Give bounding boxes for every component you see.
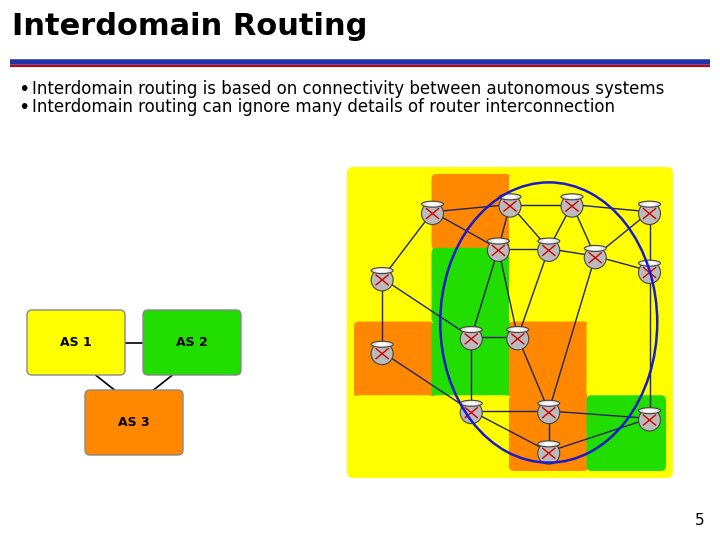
Text: •: • [18, 98, 30, 117]
Ellipse shape [507, 327, 528, 333]
Text: Interdomain routing can ignore many details of router interconnection: Interdomain routing can ignore many deta… [32, 98, 615, 116]
Ellipse shape [464, 402, 478, 405]
Circle shape [561, 195, 583, 217]
FancyBboxPatch shape [354, 248, 433, 323]
FancyBboxPatch shape [347, 167, 673, 478]
Circle shape [487, 239, 509, 261]
Circle shape [507, 328, 528, 350]
Text: 5: 5 [696, 513, 705, 528]
Ellipse shape [542, 239, 555, 242]
FancyBboxPatch shape [509, 174, 588, 249]
FancyBboxPatch shape [509, 321, 588, 397]
Ellipse shape [499, 194, 521, 200]
Ellipse shape [639, 260, 660, 266]
Ellipse shape [460, 327, 482, 333]
Ellipse shape [464, 328, 478, 331]
FancyBboxPatch shape [354, 174, 433, 249]
Ellipse shape [376, 269, 389, 272]
FancyBboxPatch shape [143, 310, 241, 375]
Ellipse shape [565, 195, 579, 199]
Circle shape [538, 239, 559, 261]
Ellipse shape [639, 201, 660, 207]
FancyBboxPatch shape [27, 310, 125, 375]
Ellipse shape [371, 267, 393, 274]
Ellipse shape [538, 400, 559, 406]
Circle shape [421, 202, 444, 225]
Ellipse shape [643, 409, 656, 413]
Ellipse shape [643, 202, 656, 206]
Ellipse shape [589, 247, 602, 250]
Ellipse shape [561, 194, 583, 200]
Ellipse shape [376, 343, 389, 346]
Ellipse shape [511, 328, 524, 331]
Circle shape [584, 247, 606, 269]
Circle shape [639, 409, 660, 431]
FancyBboxPatch shape [587, 174, 666, 249]
FancyBboxPatch shape [354, 395, 433, 471]
Circle shape [371, 343, 393, 364]
FancyBboxPatch shape [431, 248, 511, 323]
FancyBboxPatch shape [431, 395, 511, 471]
Circle shape [460, 402, 482, 424]
Ellipse shape [643, 261, 656, 265]
Ellipse shape [487, 238, 509, 244]
Ellipse shape [460, 400, 482, 406]
Ellipse shape [639, 408, 660, 414]
Circle shape [538, 442, 559, 464]
Text: Interdomain routing is based on connectivity between autonomous systems: Interdomain routing is based on connecti… [32, 80, 665, 98]
Text: AS 1: AS 1 [60, 336, 92, 349]
Ellipse shape [492, 239, 505, 242]
Ellipse shape [542, 442, 555, 446]
FancyBboxPatch shape [587, 395, 666, 471]
Circle shape [538, 402, 559, 424]
Text: •: • [18, 80, 30, 99]
Ellipse shape [426, 202, 439, 206]
FancyBboxPatch shape [509, 248, 588, 323]
FancyBboxPatch shape [431, 321, 511, 397]
Ellipse shape [584, 245, 606, 252]
Ellipse shape [538, 441, 559, 447]
Circle shape [639, 202, 660, 225]
Text: AS 2: AS 2 [176, 336, 208, 349]
FancyBboxPatch shape [587, 248, 666, 323]
FancyBboxPatch shape [431, 174, 511, 249]
Ellipse shape [538, 238, 559, 244]
Text: Interdomain Routing: Interdomain Routing [12, 12, 367, 41]
Circle shape [639, 261, 660, 284]
Ellipse shape [503, 195, 517, 199]
Circle shape [371, 269, 393, 291]
Circle shape [460, 328, 482, 350]
FancyBboxPatch shape [354, 321, 433, 397]
Ellipse shape [371, 341, 393, 347]
Ellipse shape [542, 402, 555, 405]
FancyBboxPatch shape [509, 395, 588, 471]
FancyBboxPatch shape [85, 390, 183, 455]
FancyBboxPatch shape [587, 321, 666, 397]
Ellipse shape [421, 201, 444, 207]
Text: AS 3: AS 3 [118, 416, 150, 429]
Circle shape [499, 195, 521, 217]
